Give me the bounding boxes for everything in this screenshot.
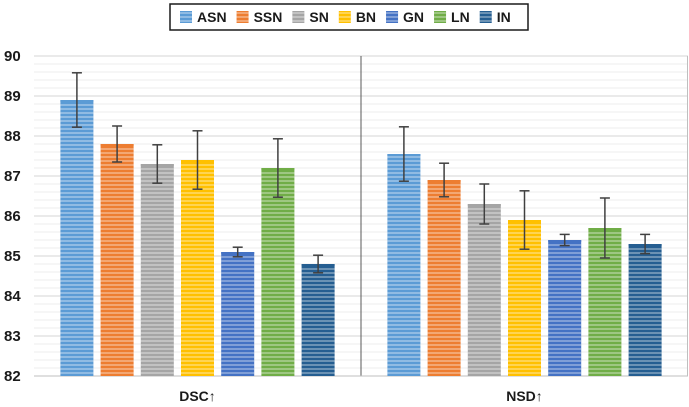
- bar-stripes: [467, 204, 501, 376]
- bar-stripes: [628, 244, 662, 376]
- legend-label: GN: [403, 9, 424, 25]
- y-tick-label: 88: [4, 128, 21, 145]
- x-category-label: NSD↑: [506, 388, 543, 404]
- y-tick-label: 83: [4, 328, 21, 345]
- legend-swatch-stripes: [386, 11, 399, 23]
- y-tick-label: 87: [4, 168, 21, 185]
- bar-stripes: [140, 164, 174, 376]
- legend-label: BN: [356, 9, 376, 25]
- bar-stripes: [548, 240, 582, 376]
- legend-label: IN: [497, 9, 511, 25]
- legend-label: SSN: [254, 9, 283, 25]
- legend-swatch-stripes: [180, 11, 192, 23]
- bar-stripes: [221, 252, 255, 376]
- legend-swatch-stripes: [292, 11, 305, 23]
- bar-stripes: [100, 144, 134, 376]
- legend-swatch-stripes: [434, 11, 447, 23]
- y-tick-label: 85: [4, 248, 21, 265]
- y-tick-label: 82: [4, 368, 21, 385]
- legend-swatch-stripes: [236, 11, 249, 23]
- legend-label: SN: [309, 9, 328, 25]
- axis-labels: 82 83 84 85 86 87 88 89 90 DSC↑ NSD↑: [4, 48, 543, 404]
- legend-label: ASN: [197, 9, 227, 25]
- bar-stripes: [261, 168, 295, 376]
- y-tick-label: 89: [4, 88, 21, 105]
- y-tick-label: 90: [4, 48, 21, 65]
- y-tick-label: 86: [4, 208, 21, 225]
- x-category-label: DSC↑: [179, 388, 216, 404]
- bar-stripes: [387, 154, 421, 376]
- bars: [60, 72, 662, 376]
- legend-swatch-stripes: [479, 11, 492, 23]
- bar-stripes: [301, 264, 335, 376]
- legend-label: LN: [451, 9, 470, 25]
- bar-stripes: [427, 180, 461, 376]
- legend-swatch-stripes: [338, 11, 351, 23]
- bar-stripes: [181, 160, 214, 376]
- legend: ASN SSN SN BN GN LN IN: [169, 3, 529, 31]
- y-tick-label: 84: [4, 288, 21, 305]
- bar-stripes: [60, 100, 94, 376]
